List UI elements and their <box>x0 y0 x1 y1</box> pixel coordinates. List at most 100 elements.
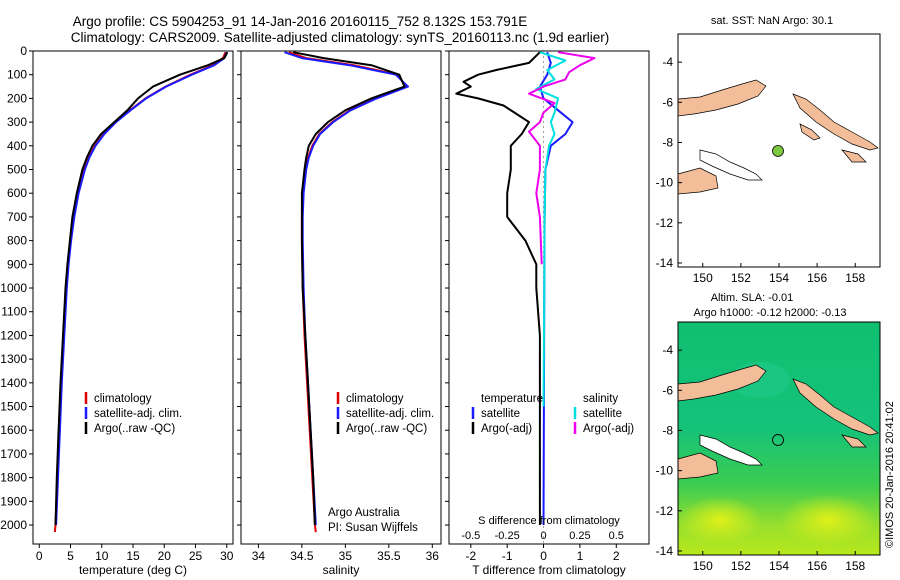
y-tick-label: 400 <box>7 139 27 153</box>
s-difference-axis-label: S difference from climatology <box>478 515 620 527</box>
x-tick-label: 0 <box>540 549 547 563</box>
difference-legend: temperature salinity satellite Argo(-adj… <box>471 393 634 435</box>
x-tick-label: 1 <box>577 549 584 563</box>
map-bottom-lat-tick-label: -14 <box>656 544 674 558</box>
y-tick-label: 1400 <box>0 376 27 390</box>
series-line-argo-adj-salinity <box>528 51 596 265</box>
map-top-lat-tick-label: -8 <box>662 135 673 149</box>
x-tick-label: 30 <box>220 549 234 563</box>
legend-label-climatology: climatology <box>94 393 152 405</box>
temperature-legend: climatology satellite-adj. clim. Argo(..… <box>84 392 182 435</box>
legend-label-argo: Argo(..raw -QC) <box>346 423 427 435</box>
y-tick-label: 0 <box>20 44 27 58</box>
map-top-lat-tick-label: -12 <box>656 216 674 230</box>
legend-label-s-argo: Argo(-adj) <box>583 423 634 435</box>
y-tick-label: 200 <box>7 91 27 105</box>
map-bottom-land <box>677 364 879 480</box>
y-tick-label: 900 <box>7 257 27 271</box>
land-island-a <box>799 123 821 141</box>
salinity-x-axis-label: salinity <box>323 563 360 577</box>
temperature-panel-frame <box>32 50 234 545</box>
float-location-marker <box>772 145 784 157</box>
y-tick-label: 2000 <box>0 518 27 532</box>
land-southeast-islands <box>699 149 763 181</box>
x-tick-label: 36 <box>426 549 440 563</box>
y-tick-label: 1600 <box>0 423 27 437</box>
map-bottom-lon-tick-label: 154 <box>769 559 789 573</box>
x-tick-label: 35 <box>339 549 353 563</box>
map-bottom-lat-tick-label: -12 <box>656 504 674 518</box>
series-line-climatology <box>288 51 408 533</box>
map-top-lon-tick-label: 150 <box>693 271 713 285</box>
s-diff-tick-label: -0.25 <box>495 530 520 542</box>
series-line-climatology <box>53 51 227 533</box>
legend-label-argo: Argo(..raw -QC) <box>94 423 175 435</box>
x-tick-label: 15 <box>126 549 140 563</box>
x-tick-label: 5 <box>67 549 74 563</box>
y-tick-label: 500 <box>7 163 27 177</box>
y-tick-label: 800 <box>7 234 27 248</box>
x-tick-label: -2 <box>465 549 476 563</box>
s-diff-tick-label: -0.5 <box>461 530 480 542</box>
difference-panel: -2 -1 0 1 2-0.5 -0.25 0 0.25 0.5 <box>445 50 624 563</box>
legend-header-salinity: salinity <box>583 393 618 405</box>
series-line-satellite-salinity <box>535 51 567 407</box>
y-tick-label: 1300 <box>0 352 27 366</box>
map-top-lon-tick-label: 156 <box>807 271 827 285</box>
map-bottom-lon-tick-label: 150 <box>693 559 713 573</box>
map-bottom-title-line-1: Altim. SLA: -0.01 <box>711 292 794 304</box>
map-bottom <box>677 321 881 556</box>
land-new-guinea <box>677 364 767 402</box>
map-bottom-lat-tick-label: -4 <box>662 343 673 357</box>
map-top-lat-tick-label: -14 <box>656 256 674 270</box>
legend-label-s-satellite: satellite <box>583 408 622 420</box>
series-line-argo-adj-temperature <box>455 51 541 525</box>
map-top-lon-tick-label: 152 <box>731 271 751 285</box>
y-tick-label: 1700 <box>0 447 27 461</box>
legend-label-satellite: satellite-adj. clim. <box>94 408 182 420</box>
map-bottom-title-line-2: Argo h1000: -0.12 h2000: -0.13 <box>694 307 847 319</box>
map-top-land <box>677 79 879 195</box>
annotation-argo-australia: Argo Australia <box>328 507 400 519</box>
imos-credit: ©IMOS 20-Jan-2016 20:41:02 <box>884 401 896 548</box>
x-tick-label: 10 <box>95 549 109 563</box>
float-location-marker <box>772 434 784 446</box>
salinity-legend: climatology satellite-adj. clim. Argo(..… <box>328 392 434 534</box>
map-bottom-lat-tick-label: -6 <box>662 383 673 397</box>
y-tick-label: 1000 <box>0 281 27 295</box>
sla-high-patch-east <box>780 494 876 546</box>
x-tick-label: 35.5 <box>377 549 401 563</box>
difference-panel-frame <box>448 50 650 545</box>
map-top-lon-tick-label: 154 <box>769 271 789 285</box>
map-top <box>677 33 881 268</box>
land-bougainville <box>792 93 879 151</box>
map-bottom-lon-tick-label: 152 <box>731 559 751 573</box>
y-tick-label: 1500 <box>0 400 27 414</box>
map-axes: 150 152 154 156 158 -4 -6 -8 -10 -12 -14 150 152 154 1… <box>656 55 866 573</box>
legend-header-temperature: temperature <box>481 393 543 405</box>
x-tick-label: 2 <box>613 549 620 563</box>
temperature-x-axis-label: temperature (deg C) <box>79 563 187 577</box>
land-island-b <box>841 149 867 163</box>
x-tick-label: 34 <box>252 549 266 563</box>
map-top-lat-tick-label: -4 <box>662 55 673 69</box>
y-tick-label: 300 <box>7 115 27 129</box>
x-tick-label: -1 <box>502 549 513 563</box>
map-top-lon-tick-label: 158 <box>845 271 865 285</box>
figure-title-line-1: Argo profile: CS 5904253_91 14-Jan-2016 … <box>73 14 528 29</box>
legend-label-climatology: climatology <box>346 393 404 405</box>
map-bottom-lon-tick-label: 156 <box>807 559 827 573</box>
y-tick-label: 700 <box>7 210 27 224</box>
map-top-lat-tick-label: -10 <box>656 176 674 190</box>
y-tick-label: 100 <box>7 68 27 82</box>
temperature-panel: 0 5 10 15 20 25 300100200300400500600700800900… <box>0 44 233 563</box>
salinity-panel-frame <box>240 50 442 545</box>
s-diff-tick-label: 0.25 <box>569 530 590 542</box>
sla-high-patch-west <box>678 496 762 544</box>
y-tick-label: 1800 <box>0 471 27 485</box>
map-bottom-lon-tick-label: 158 <box>845 559 865 573</box>
land-new-guinea <box>677 79 767 117</box>
x-tick-label: 20 <box>158 549 172 563</box>
salinity-panel: 34 34.5 35 35.5 36 <box>237 50 440 563</box>
